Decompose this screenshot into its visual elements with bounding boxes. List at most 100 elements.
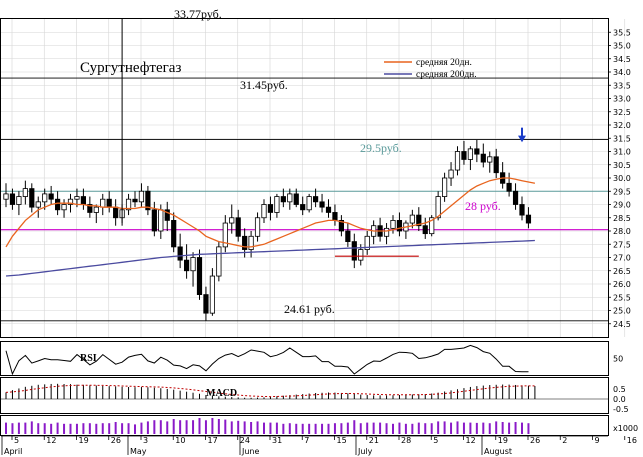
candle-body-17 (113, 206, 119, 219)
month-label-1: May (130, 447, 147, 456)
candle-body-33 (216, 246, 222, 277)
ma20-line (5, 177, 536, 248)
candle-body-25 (164, 209, 170, 221)
candle-body-4 (29, 188, 35, 208)
candle-body-81 (525, 214, 532, 224)
macd-tick-0: 0.5 (613, 385, 626, 394)
ma200-line (5, 239, 535, 277)
chart-title: Сургутнефтегаз (80, 60, 181, 76)
day-tick-label-8: 31 (272, 436, 282, 445)
candle-body-15 (100, 198, 106, 208)
candle-body-37 (242, 235, 248, 250)
day-tick-label-0: 5 (14, 436, 19, 445)
volume-tick-0: x1000 (613, 424, 638, 433)
candle-body-39 (254, 217, 261, 237)
candle-body-28 (183, 259, 190, 272)
candle-body-41 (267, 204, 274, 213)
volume-bars (5, 418, 530, 434)
annotation-label-3: 28 руб. (465, 199, 501, 213)
price-axis-ticks: 24.5 25.0 25.5 26.0 26.5 27.0 27.5 28.0 28.5 29.0… (608, 28, 631, 329)
candle-body-59 (383, 227, 390, 237)
candle-body-50 (325, 206, 332, 213)
price-tick-label-3: 26.0 (613, 280, 631, 289)
price-tick-label-19: 34.0 (613, 68, 631, 77)
month-label-3: July (357, 447, 373, 456)
candle-body-38 (248, 235, 254, 250)
macd-histogram (1, 383, 608, 400)
candle-body-20 (132, 198, 138, 203)
candle-body-9 (61, 204, 67, 211)
annotation-label-0: 33.77руб. (174, 7, 222, 21)
candle-body-43 (280, 196, 286, 203)
annotation-label-1: 31.45руб. (240, 78, 288, 92)
candle-body-55 (358, 249, 364, 261)
candle-body-80 (519, 204, 525, 216)
candle-body-2 (16, 196, 22, 205)
legend: средняя 20дн. средняя 200дн. (384, 58, 477, 80)
candle-body-32 (209, 275, 215, 314)
candle-body-23 (151, 209, 157, 232)
candle-body-78 (506, 182, 512, 192)
candle-body-24 (158, 209, 164, 232)
grid-lines (1, 19, 626, 337)
day-tick-label-3: 26 (111, 436, 121, 445)
candle-body-30 (196, 257, 203, 295)
price-tick-label-8: 28.5 (613, 214, 631, 223)
candle-body-8 (55, 198, 61, 211)
indicator-ticks: 50 0.50.0-0.5 x1000 (613, 355, 638, 434)
candle-body-7 (48, 193, 54, 200)
candle-body-12 (80, 196, 86, 205)
candle-body-40 (261, 204, 267, 219)
day-tick-label-14: 12 (466, 436, 476, 445)
candle-body-26 (171, 219, 177, 248)
rsi-panel-frame (0, 341, 609, 376)
candle-body-54 (351, 241, 357, 261)
candle-body-72 (467, 148, 474, 160)
arrow-head (518, 135, 526, 143)
candle-body-52 (338, 219, 345, 232)
candle-body-34 (222, 222, 228, 248)
price-tick-label-15: 32.0 (613, 121, 631, 130)
candle-body-1 (9, 193, 16, 205)
day-tick-label-11: 21 (369, 436, 379, 445)
price-tick-label-20: 34.5 (613, 55, 631, 64)
candle-body-74 (480, 153, 486, 163)
time-axis: 51219263101724317152128512192629162330Ap… (1, 435, 637, 456)
price-tick-label-16: 32.5 (613, 108, 631, 117)
day-tick-label-10: 15 (337, 436, 347, 445)
rsi-tick-50: 50 (613, 355, 623, 364)
candle-body-53 (345, 230, 351, 242)
day-tick-label-4: 3 (143, 436, 148, 445)
price-tick-label-17: 33.0 (613, 95, 631, 104)
chart-markers (121, 19, 526, 257)
day-tick-label-17: 2 (562, 436, 567, 445)
candle-body-19 (125, 198, 132, 211)
candle-body-27 (177, 246, 183, 261)
day-tick-label-1: 12 (46, 436, 56, 445)
day-tick-label-9: 7 (304, 436, 309, 445)
candle-body-65 (422, 225, 428, 235)
candle-body-42 (274, 196, 280, 213)
candle-body-22 (145, 190, 151, 211)
candle-body-14 (93, 206, 99, 213)
day-tick-label-6: 17 (208, 436, 218, 445)
day-tick-label-18: 9 (595, 436, 600, 445)
annotation-label-2: 29.5руб. (360, 141, 402, 155)
legend-ma20-label: средняя 20дн. (416, 58, 472, 68)
candle-body-71 (461, 151, 467, 160)
day-tick-label-7: 24 (240, 436, 250, 445)
day-tick-label-15: 19 (498, 436, 508, 445)
candle-body-11 (74, 196, 80, 200)
macd-tick-2: -0.5 (613, 405, 629, 414)
candle-body-10 (67, 198, 74, 205)
candle-body-66 (429, 217, 435, 235)
candle-body-5 (35, 201, 41, 208)
day-tick-label-5: 10 (175, 436, 185, 445)
day-tick-label-16: 26 (530, 436, 540, 445)
price-tick-label-6: 27.5 (613, 240, 631, 249)
candle-body-29 (190, 257, 196, 272)
macd-tick-1: 0.0 (613, 395, 626, 404)
candle-body-60 (390, 219, 396, 229)
legend-ma200-label: средняя 200дн. (416, 70, 477, 80)
